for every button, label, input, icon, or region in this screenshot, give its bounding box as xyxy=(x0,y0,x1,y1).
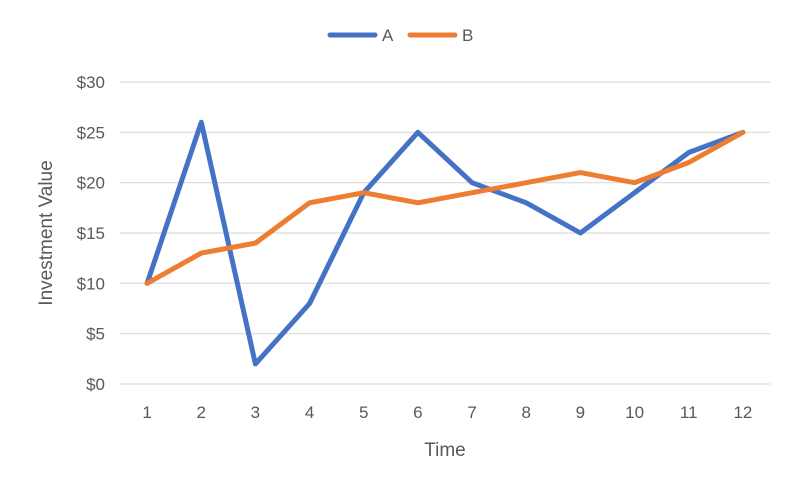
x-tick-label: 11 xyxy=(680,403,698,422)
x-tick-label: 10 xyxy=(625,403,644,422)
series-line-b xyxy=(144,129,746,286)
y-tick-label: $15 xyxy=(77,224,105,243)
series-lines xyxy=(144,119,746,367)
x-axis-tick-labels: 1 2 3 4 5 6 7 8 9 10 11 12 xyxy=(142,403,752,422)
y-axis-tick-labels: $0 $5 $10 $15 $20 $25 $30 xyxy=(77,73,105,394)
series-line-a xyxy=(144,119,746,367)
y-axis-title: Investment Value xyxy=(36,160,57,305)
x-tick-label: 8 xyxy=(522,403,531,422)
y-tick-label: $0 xyxy=(86,375,105,394)
y-tick-label: $30 xyxy=(77,73,105,92)
x-tick-label: 6 xyxy=(413,403,422,422)
x-tick-label: 1 xyxy=(142,403,151,422)
x-tick-label: 4 xyxy=(305,403,314,422)
x-tick-label: 12 xyxy=(733,403,752,422)
legend-label-a: A xyxy=(382,26,394,45)
x-axis-title: Time xyxy=(424,440,466,461)
legend-label-b: B xyxy=(462,26,473,45)
gridlines xyxy=(120,81,770,385)
x-tick-label: 3 xyxy=(251,403,260,422)
x-tick-label: 9 xyxy=(576,403,585,422)
y-tick-label: $25 xyxy=(77,123,105,142)
x-tick-label: 5 xyxy=(359,403,368,422)
x-tick-label: 2 xyxy=(197,403,206,422)
y-tick-label: $20 xyxy=(77,174,105,193)
y-tick-label: $10 xyxy=(77,274,105,293)
x-tick-label: 7 xyxy=(467,403,476,422)
y-tick-label: $5 xyxy=(86,325,105,344)
